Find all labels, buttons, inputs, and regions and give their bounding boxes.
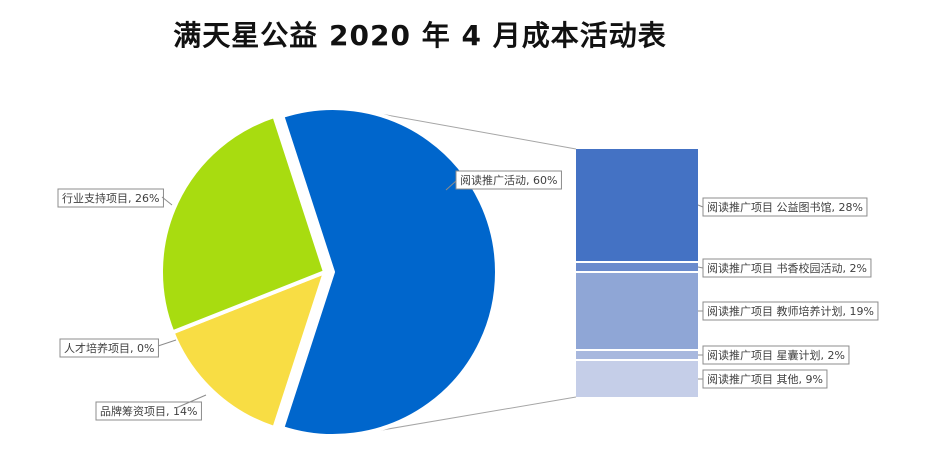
data-label-text: 阅读推广项目 教师培养计划, 19% <box>707 304 874 318</box>
data-label-box <box>59 338 159 358</box>
leader-line <box>157 339 177 347</box>
breakdown-bar <box>576 149 698 397</box>
pie-data-label: 阅读推广活动, 60% <box>445 170 562 191</box>
bar-segment <box>576 361 698 397</box>
data-labels: 阅读推广活动, 60% 品牌筹资项目, 14% 人才培养项目, 0% 行业支持项目, … <box>57 170 879 421</box>
pie-slice <box>159 114 327 335</box>
pie-data-label: 行业支持项目, 26% <box>57 188 173 208</box>
leader-line <box>445 180 457 191</box>
connector-lines <box>361 109 577 435</box>
leader-line <box>161 196 173 206</box>
data-label-box <box>95 401 202 421</box>
data-label-text: 阅读推广活动, 60% <box>460 173 557 187</box>
leader-line <box>697 266 704 269</box>
pie-data-label: 人才培养项目, 0% <box>59 338 177 358</box>
bar-segment <box>576 149 698 261</box>
data-label-text: 行业支持项目, 26% <box>62 191 159 205</box>
leader-line <box>175 394 207 409</box>
data-label-text: 阅读推广项目 书香校园活动, 2% <box>707 261 867 275</box>
connector-line-top <box>361 109 577 150</box>
bar-segment <box>576 351 698 359</box>
bar-data-label: 阅读推广项目 书香校园活动, 2% <box>697 258 872 278</box>
pie-plot <box>159 106 499 438</box>
data-label-text: 品牌筹资项目, 14% <box>100 404 197 418</box>
leader-line <box>697 204 704 208</box>
pie-data-label: 品牌筹资项目, 14% <box>95 394 207 421</box>
bar-data-label: 阅读推广项目 公益图书馆, 28% <box>697 197 868 217</box>
connector-line-bottom <box>361 396 577 435</box>
bar-segment <box>576 263 698 271</box>
data-label-text: 阅读推广项目 星囊计划, 2% <box>707 348 845 362</box>
bar-segment <box>576 273 698 349</box>
data-label-text: 人才培养项目, 0% <box>64 341 154 355</box>
data-label-text: 阅读推广项目 其他, 9% <box>707 372 823 386</box>
bar-data-label: 阅读推广项目 教师培养计划, 19% <box>698 301 879 321</box>
data-label-text: 阅读推广项目 公益图书馆, 28% <box>707 200 863 214</box>
data-label-box <box>455 170 562 190</box>
pie-slice <box>170 270 327 430</box>
bar-data-label: 阅读推广项目 星囊计划, 2% <box>698 345 850 365</box>
chart-title: 满天星公益 2020 年 4 月成本活动表 <box>173 19 667 52</box>
pie-slice <box>280 106 499 438</box>
bar-data-label: 阅读推广项目 其他, 9% <box>698 369 828 389</box>
